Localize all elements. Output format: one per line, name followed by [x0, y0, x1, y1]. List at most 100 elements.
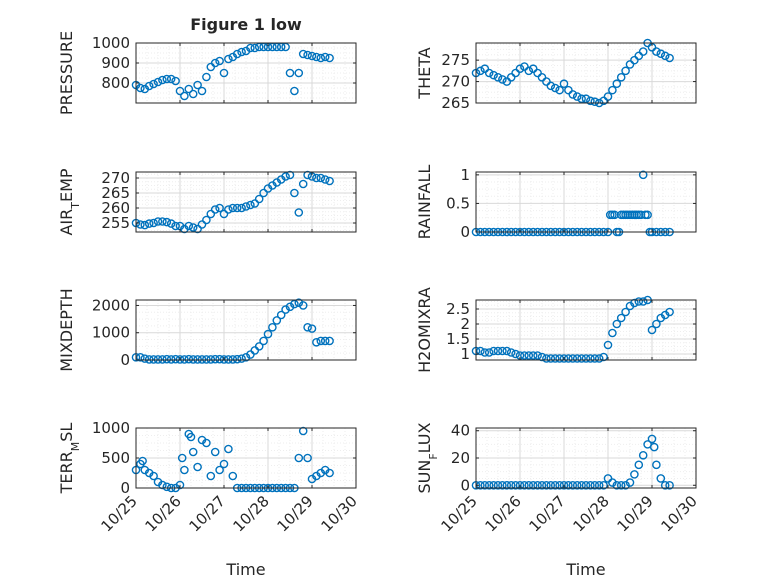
panel-3-data-point	[316, 173, 326, 183]
panel-6-data-point	[476, 346, 485, 356]
panel-5-data-point	[158, 355, 167, 364]
panel-8-xtick-label: 10/26	[482, 492, 525, 535]
panel-2-data-point	[498, 75, 507, 84]
panel-7-xtick-label: 10/25	[98, 492, 141, 535]
panel-6-data-point	[542, 354, 551, 363]
panel-8-data-point	[484, 480, 494, 490]
panel-6-data-point	[612, 319, 622, 329]
panel-8-data-point	[634, 460, 644, 470]
panel-5-data-point	[202, 355, 211, 364]
panel-2-data-point	[537, 72, 547, 82]
panel-8-data-point	[577, 480, 586, 490]
panel-2-data-point	[568, 90, 578, 99]
panel-7-xtick-label: 10/28	[230, 492, 273, 535]
panel-1-data-point	[312, 52, 321, 62]
panel-8-data-point	[559, 480, 569, 490]
panel-2-data-point	[665, 53, 674, 63]
panel-1-data-point	[153, 77, 163, 87]
panel-8-data-point	[665, 480, 674, 490]
panel-4-ytick-label: 0	[460, 223, 470, 241]
panel-2-data-point	[555, 85, 564, 95]
panel-8-data-point	[542, 480, 551, 490]
panel-5-data-point	[184, 354, 194, 364]
panel-5-data-point	[272, 316, 282, 325]
panel-3-data-point	[144, 219, 154, 228]
panel-1-data-point	[290, 86, 299, 96]
panel-7-data-point	[149, 471, 158, 481]
panel-6-data-point	[568, 354, 578, 363]
panel-5-data-point	[276, 310, 286, 320]
panel-4-ylabel: RAINFALL	[415, 165, 434, 240]
panel-5-data-point	[232, 354, 242, 364]
panel-2-data-point	[608, 85, 617, 95]
panel-6-data-point	[590, 354, 600, 363]
panel-7-data-point	[298, 426, 308, 436]
panel-3-data-point	[246, 200, 255, 210]
panel-7-data-point	[138, 456, 147, 466]
panel-4-ytick-label: 1	[460, 166, 470, 184]
panel-2-data-point	[634, 51, 644, 61]
panel-2-data-point	[484, 68, 494, 78]
panel-5-ytick-label: 0	[120, 351, 130, 369]
panel-3-ylabel: AIRTEMP	[57, 168, 82, 235]
panel-1-data-point	[307, 51, 317, 61]
panel-3-data-point	[241, 202, 251, 211]
panel-5-data-point	[175, 355, 185, 364]
panel-6-data-point	[555, 354, 564, 363]
panel-8-data-point	[493, 480, 503, 490]
panel-6-data-point	[630, 298, 639, 308]
panel-3-data-point	[184, 221, 194, 231]
panel-6-data-point	[616, 313, 626, 323]
panel-1-data-point	[149, 79, 158, 89]
panel-1-data-point	[224, 54, 233, 64]
panel-2-data-point	[581, 94, 591, 104]
panel-6-data-point	[533, 351, 542, 360]
panel-6-data-point	[528, 351, 538, 360]
panel-8-xtick-label: 10/27	[526, 492, 569, 535]
panel-8-data-point	[489, 480, 498, 490]
panel-3-data-point	[210, 205, 220, 214]
panel-1-axes-box	[135, 42, 357, 104]
panel-3-data-point	[219, 209, 229, 219]
panel-5-data-point	[153, 355, 163, 364]
panel-8-data-point	[608, 478, 617, 487]
panel-5-data-point	[149, 355, 158, 364]
panel-7-ytick-label: 1000	[92, 419, 130, 437]
panel-3-data-point	[298, 179, 308, 189]
panel-2-data-point	[630, 55, 639, 65]
panel-2-data-point	[616, 72, 626, 82]
panel-2-data-point	[590, 97, 600, 107]
panel-5-data-point	[259, 336, 268, 346]
panel-5-data-point	[285, 302, 295, 312]
panel-5-data-point	[312, 337, 321, 347]
panel-6-data-point	[498, 346, 507, 356]
panel-7-data-point	[162, 482, 172, 492]
panel-6-ytick-label: 1.5	[446, 330, 470, 348]
panel-7-xtick-label: 10/26	[142, 492, 185, 535]
panel-5-axes-box	[135, 299, 357, 361]
panel-3-data-point	[320, 175, 330, 184]
panel-6-data-point	[564, 354, 573, 363]
panel-5-data-point	[268, 322, 277, 332]
panel-2-data-point	[660, 51, 670, 61]
panel-7-data-point	[193, 462, 202, 472]
panel-5-ytick-label: 1000	[92, 324, 130, 342]
panel-8-data-point	[599, 480, 608, 490]
panel-3-data-point	[281, 172, 290, 181]
panel-3-ytick-label: 255	[101, 214, 130, 232]
panel-8-data-point	[498, 480, 507, 490]
panel-1-data-point	[210, 58, 220, 68]
panel-7-xtick-label: 10/29	[274, 492, 317, 535]
panel-5-data-point	[320, 336, 330, 346]
panel-3-data-point	[193, 224, 202, 234]
panel-6-data-point	[652, 319, 661, 329]
panel-7-data-point	[325, 468, 334, 478]
panel-2-data-point	[572, 92, 582, 101]
panel-2-axes-box	[475, 42, 697, 104]
panel-8-data-point	[568, 480, 578, 490]
panel-6-data-point	[603, 340, 613, 350]
panel-8-xtick-label: 10/25	[438, 492, 481, 535]
panel-1-data-point	[219, 68, 229, 78]
